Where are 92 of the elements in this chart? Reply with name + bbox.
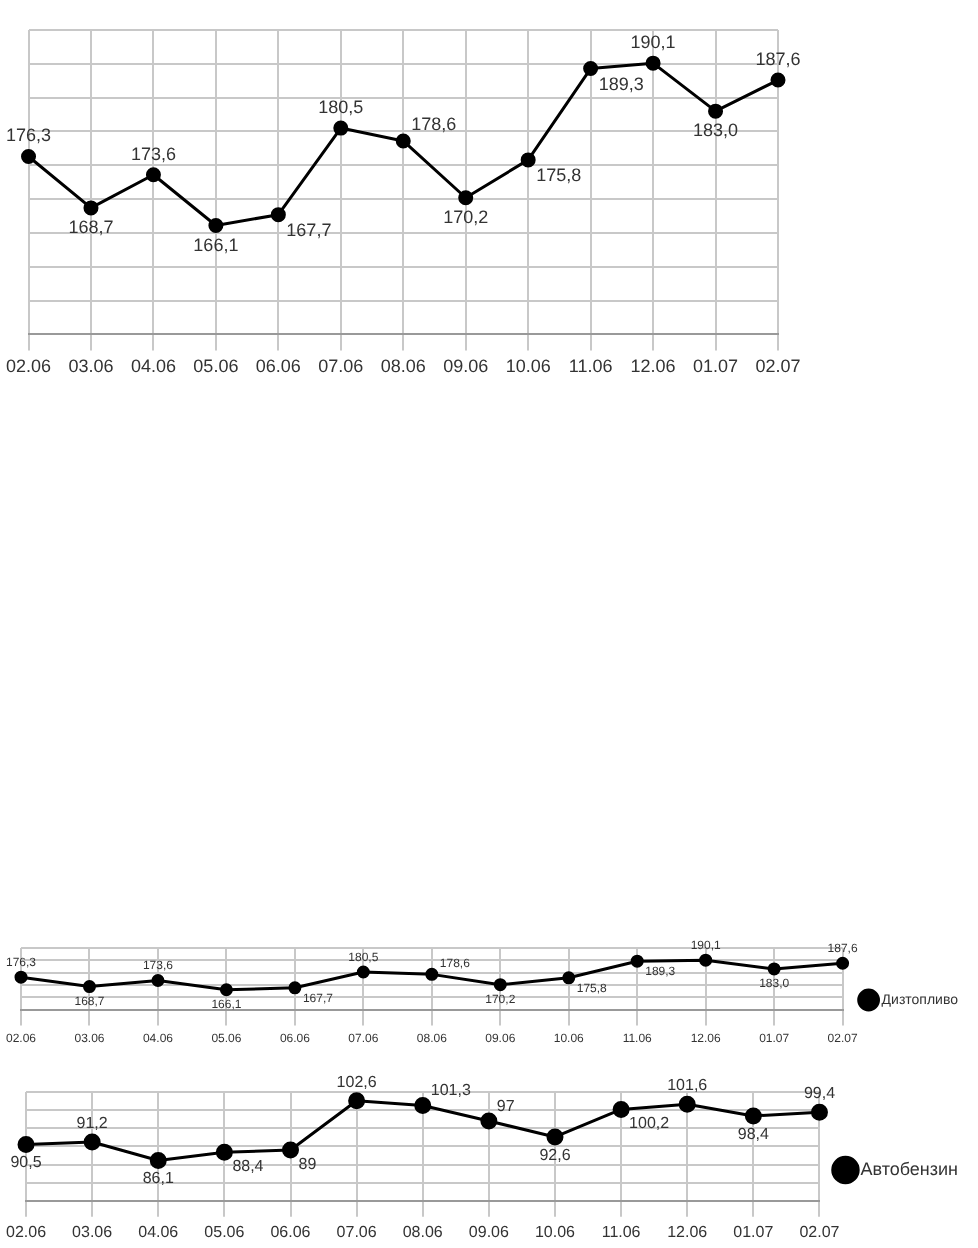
data-label: 189,3 — [598, 73, 644, 94]
data-label: 92,6 — [539, 1145, 572, 1164]
data-label: 180,5 — [318, 96, 364, 117]
point — [83, 200, 99, 216]
point — [21, 149, 37, 164]
data-label: 173,6 — [130, 143, 176, 164]
data-label: 176,3 — [5, 125, 52, 146]
point — [151, 974, 165, 988]
point — [282, 1141, 299, 1159]
point — [356, 965, 370, 979]
x-tick-label: 02.06 — [5, 356, 52, 377]
x-tick-label: 05.06 — [193, 356, 239, 377]
data-label: 167,7 — [286, 219, 332, 240]
x-tick-label: 12.06 — [630, 356, 676, 377]
x-tick-label: 08.06 — [402, 1222, 444, 1241]
x-tick-label: 04.06 — [138, 1222, 180, 1241]
x-tick-label: 06.06 — [270, 1222, 312, 1241]
x-tick-label: 01.07 — [693, 356, 739, 377]
x-tick-label: 05.06 — [204, 1222, 246, 1241]
data-label: 99,4 — [803, 1084, 837, 1103]
x-tick-label: 02.07 — [755, 356, 801, 377]
data-label: 91,2 — [76, 1114, 109, 1133]
point — [414, 1096, 432, 1114]
point — [145, 167, 161, 183]
data-label: 178,6 — [411, 113, 457, 134]
point — [770, 72, 786, 88]
data-label: 168,7 — [68, 217, 114, 238]
x-tick-label: 11.06 — [601, 1222, 642, 1241]
point — [645, 55, 661, 71]
x-tick-label: 07.06 — [318, 356, 364, 377]
x-tick-label: 02.07 — [799, 1222, 841, 1241]
data-label: 101,6 — [667, 1076, 709, 1095]
point — [82, 980, 96, 994]
point — [520, 152, 536, 168]
data-label: 88,4 — [232, 1157, 265, 1176]
point — [270, 207, 286, 223]
x-tick-label: 09.06 — [468, 1222, 510, 1241]
data-label: 170,2 — [443, 206, 489, 227]
point — [333, 120, 349, 136]
x-tick-label: 06.06 — [255, 356, 301, 377]
data-label: 166,1 — [193, 234, 239, 255]
point — [83, 1133, 101, 1151]
point — [219, 983, 233, 997]
x-tick-label: 02.06 — [5, 1222, 48, 1241]
point — [208, 217, 224, 233]
x-tick-label: 04.06 — [130, 356, 176, 377]
point — [14, 970, 28, 984]
point — [708, 103, 724, 119]
x-tick-label: 08.06 — [380, 356, 426, 377]
x-tick-label: 12.06 — [667, 1222, 709, 1241]
point — [612, 1100, 630, 1118]
data-label: 183,0 — [693, 120, 739, 141]
data-label: 190,1 — [630, 31, 676, 52]
point — [836, 956, 850, 970]
point — [17, 1136, 35, 1154]
point — [699, 953, 713, 967]
data-label: 97 — [496, 1097, 516, 1116]
point — [480, 1112, 498, 1130]
point — [215, 1143, 233, 1161]
point — [678, 1095, 696, 1113]
point — [458, 190, 474, 206]
point — [546, 1128, 564, 1146]
x-tick-label: 03.06 — [72, 1222, 114, 1241]
point — [149, 1152, 167, 1170]
point — [562, 971, 576, 985]
x-tick-label: 01.07 — [733, 1222, 775, 1241]
x-tick-label: 10.06 — [505, 356, 551, 377]
point — [395, 133, 411, 149]
point — [348, 1092, 366, 1110]
x-tick-label: 09.06 — [443, 356, 489, 377]
point — [767, 962, 781, 976]
data-label: 100,2 — [629, 1114, 671, 1133]
point — [288, 981, 302, 995]
point — [630, 954, 644, 968]
point — [493, 978, 507, 992]
point — [425, 967, 439, 981]
data-label: 101,3 — [430, 1081, 472, 1100]
point — [583, 61, 599, 77]
data-label: 89 — [298, 1154, 318, 1173]
point — [810, 1103, 828, 1121]
data-label: 175,8 — [536, 165, 582, 186]
data-label: 102,6 — [336, 1072, 378, 1091]
data-label: 86,1 — [142, 1169, 175, 1188]
x-tick-label: 03.06 — [68, 356, 114, 377]
data-label: 187,6 — [755, 48, 801, 69]
point — [744, 1107, 762, 1125]
x-tick-label: 07.06 — [336, 1222, 378, 1241]
legend-label: Автобензин — [860, 1158, 959, 1179]
x-tick-label: 10.06 — [534, 1222, 577, 1241]
data-label: 98,4 — [737, 1124, 771, 1143]
x-tick-label: 11.06 — [568, 356, 613, 377]
data-label: 90,5 — [10, 1153, 43, 1172]
